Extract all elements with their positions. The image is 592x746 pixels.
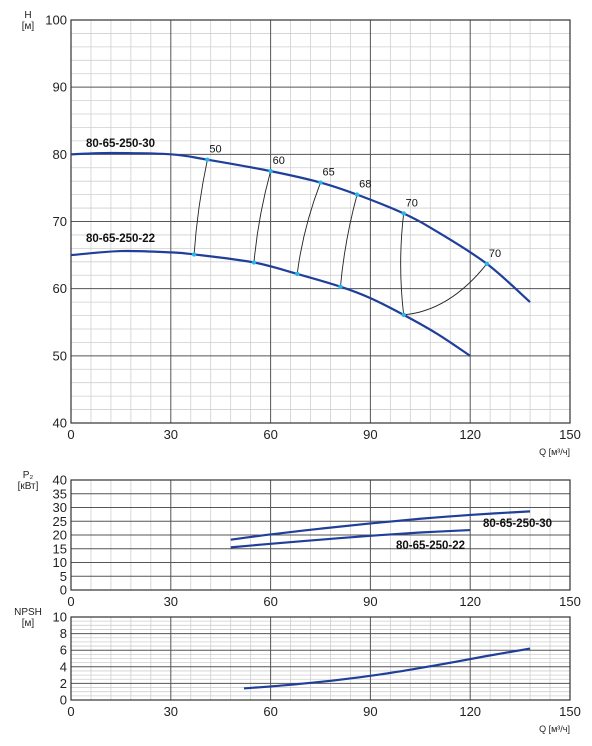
y-axis-label: H <box>24 10 31 21</box>
efficiency-point <box>484 261 490 267</box>
plot-frame <box>70 19 571 424</box>
x-tick-label: 90 <box>363 427 377 442</box>
y-axis-label: [м] <box>22 618 35 629</box>
series-label: 80-65-250-22 <box>396 540 465 552</box>
y-tick-label: 40 <box>53 473 67 488</box>
efficiency-point <box>191 252 197 257</box>
series-label: 80-65-250-30 <box>86 138 155 150</box>
y-tick-label: 70 <box>53 214 67 229</box>
y-tick-label: 80 <box>53 147 67 162</box>
x-tick-label: 60 <box>263 594 277 609</box>
plot-frame <box>70 479 571 591</box>
head-chart: 40 50 60 70 80 90 100 0 30 60 90 120 150 H[м] Q [м³/ч]… <box>22 10 581 457</box>
y-tick-label: 6 <box>60 643 67 658</box>
x-tick-label: 30 <box>164 594 178 609</box>
x-tick-label: 150 <box>559 704 581 719</box>
y-axis-label: [м] <box>22 21 35 32</box>
y-tick-label: 5 <box>60 569 67 584</box>
efficiency-label: 50 <box>209 144 221 156</box>
iso-efficiency-line <box>296 182 321 274</box>
x-tick-label: 120 <box>459 704 481 719</box>
efficiency-point <box>401 312 406 318</box>
efficiency-label: 60 <box>273 155 285 167</box>
x-tick-label: 150 <box>559 427 581 442</box>
y-tick-label: 90 <box>53 80 67 95</box>
x-tick-label: 90 <box>363 704 377 719</box>
iso-efficiency-line <box>340 194 358 287</box>
series-curve <box>243 647 531 690</box>
y-tick-label: 0 <box>60 693 67 708</box>
x-tick-label: 60 <box>263 704 277 719</box>
y-axis-label: NPSH <box>14 607 42 618</box>
x-tick-label: 0 <box>67 427 74 442</box>
y-tick-label: 8 <box>60 626 67 641</box>
efficiency-label: 70 <box>406 197 418 209</box>
y-axis-label: P₂ <box>23 470 34 481</box>
efficiency-point <box>268 168 273 174</box>
y-tick-label: 30 <box>53 500 67 515</box>
iso-efficiency-line <box>400 213 405 315</box>
x-tick-label: 120 <box>459 427 481 442</box>
y-tick-label: 60 <box>53 281 67 296</box>
y-tick-label: 20 <box>53 528 67 543</box>
y-tick-label: 25 <box>53 514 67 529</box>
efficiency-label: 70 <box>489 248 501 260</box>
iso-efficiency-line <box>193 159 208 255</box>
y-tick-label: 40 <box>53 416 67 431</box>
efficiency-point <box>338 284 343 289</box>
y-tick-label: 10 <box>53 610 67 625</box>
series-curve <box>70 151 531 303</box>
y-tick-label: 0 <box>60 583 67 598</box>
y-tick-label: 35 <box>53 486 67 501</box>
x-tick-label: 30 <box>164 704 178 719</box>
efficiency-point <box>318 180 323 185</box>
iso-efficiency-line <box>253 171 272 263</box>
series-curve <box>230 510 531 541</box>
efficiency-point <box>251 260 257 265</box>
iso-efficiency-line <box>403 263 488 316</box>
efficiency-label: 68 <box>359 179 371 191</box>
efficiency-point <box>205 157 210 162</box>
x-tick-label: 30 <box>164 427 178 442</box>
y-tick-label: 4 <box>60 659 67 674</box>
x-axis-label: Q [м³/ч] <box>539 447 570 457</box>
series-label: 80-65-250-30 <box>483 518 552 530</box>
x-axis-label: Q [м³/ч] <box>539 724 570 734</box>
series-label: 80-65-250-22 <box>86 233 155 245</box>
y-tick-label: 2 <box>60 676 67 691</box>
plot-frame <box>70 616 571 701</box>
efficiency-point <box>295 271 300 277</box>
y-tick-label: 100 <box>45 13 67 28</box>
y-tick-label: 50 <box>53 348 67 363</box>
x-tick-label: 60 <box>263 427 277 442</box>
series-curve <box>230 528 471 549</box>
efficiency-point <box>401 211 406 216</box>
y-tick-label: 15 <box>53 541 67 556</box>
efficiency-label: 65 <box>323 167 335 179</box>
efficiency-point <box>354 192 360 197</box>
x-tick-label: 0 <box>67 704 74 719</box>
y-axis-label: [кВт] <box>18 481 39 492</box>
x-tick-label: 0 <box>67 594 74 609</box>
x-tick-label: 120 <box>459 594 481 609</box>
y-tick-label: 10 <box>53 555 67 570</box>
x-tick-label: 150 <box>559 594 581 609</box>
x-tick-label: 90 <box>363 594 377 609</box>
